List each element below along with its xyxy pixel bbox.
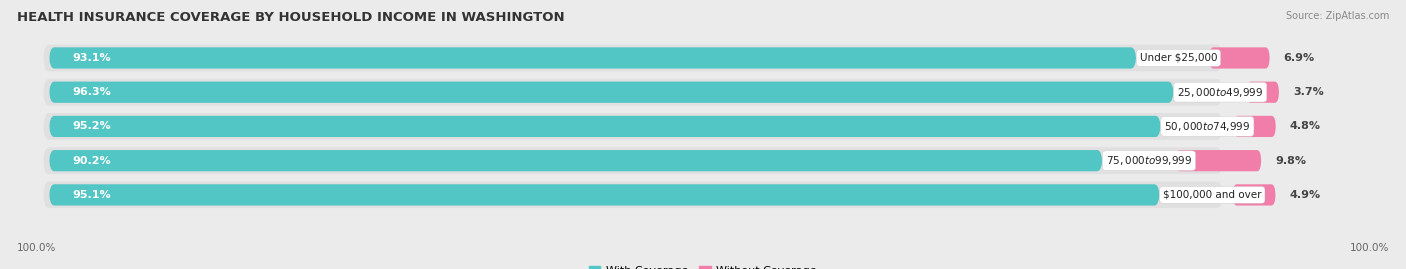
FancyBboxPatch shape	[49, 150, 1102, 171]
FancyBboxPatch shape	[44, 182, 1223, 208]
FancyBboxPatch shape	[1233, 184, 1275, 206]
Text: $75,000 to $99,999: $75,000 to $99,999	[1107, 154, 1192, 167]
Text: 95.2%: 95.2%	[73, 121, 111, 132]
FancyBboxPatch shape	[44, 147, 1223, 174]
Text: 100.0%: 100.0%	[1350, 243, 1389, 253]
FancyBboxPatch shape	[49, 47, 1136, 69]
Text: 100.0%: 100.0%	[17, 243, 56, 253]
FancyBboxPatch shape	[1233, 116, 1275, 137]
Text: Source: ZipAtlas.com: Source: ZipAtlas.com	[1285, 11, 1389, 21]
Text: $25,000 to $49,999: $25,000 to $49,999	[1177, 86, 1264, 99]
Text: Under $25,000: Under $25,000	[1140, 53, 1218, 63]
Text: HEALTH INSURANCE COVERAGE BY HOUSEHOLD INCOME IN WASHINGTON: HEALTH INSURANCE COVERAGE BY HOUSEHOLD I…	[17, 11, 564, 24]
FancyBboxPatch shape	[1209, 47, 1270, 69]
Text: $100,000 and over: $100,000 and over	[1163, 190, 1261, 200]
Text: 90.2%: 90.2%	[73, 156, 111, 166]
Text: 6.9%: 6.9%	[1284, 53, 1315, 63]
FancyBboxPatch shape	[49, 116, 1161, 137]
Text: 4.8%: 4.8%	[1289, 121, 1320, 132]
Text: 4.9%: 4.9%	[1289, 190, 1320, 200]
FancyBboxPatch shape	[44, 79, 1223, 105]
FancyBboxPatch shape	[49, 184, 1160, 206]
Text: 96.3%: 96.3%	[73, 87, 111, 97]
FancyBboxPatch shape	[44, 45, 1223, 71]
FancyBboxPatch shape	[49, 82, 1174, 103]
Text: 95.1%: 95.1%	[73, 190, 111, 200]
Text: $50,000 to $74,999: $50,000 to $74,999	[1164, 120, 1250, 133]
Legend: With Coverage, Without Coverage: With Coverage, Without Coverage	[585, 262, 821, 269]
Text: 3.7%: 3.7%	[1294, 87, 1323, 97]
FancyBboxPatch shape	[1175, 150, 1261, 171]
FancyBboxPatch shape	[1247, 82, 1279, 103]
Text: 93.1%: 93.1%	[73, 53, 111, 63]
Text: 9.8%: 9.8%	[1275, 156, 1306, 166]
FancyBboxPatch shape	[44, 113, 1223, 140]
